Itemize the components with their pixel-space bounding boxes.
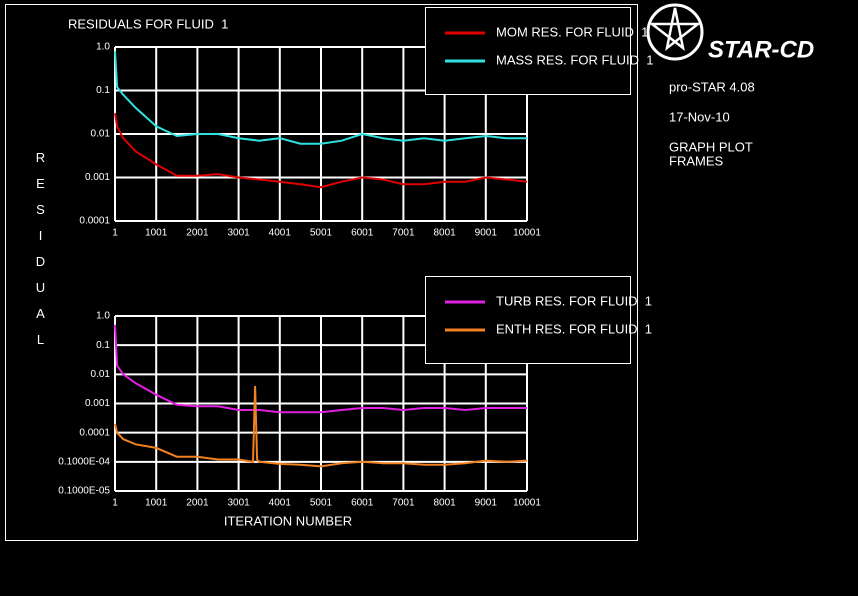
x-tick-label: 1001 <box>145 498 168 509</box>
series-line <box>114 113 528 189</box>
x-tick-label: 3001 <box>227 228 250 239</box>
info-text: GRAPH PLOT <box>669 139 753 154</box>
legend-label: MASS RES. FOR FLUID 1 <box>496 52 653 67</box>
x-tick-label: 2001 <box>186 498 209 509</box>
info-text: pro-STAR 4.08 <box>669 79 755 94</box>
x-tick-label: 10001 <box>513 498 541 509</box>
x-tick-label: 9001 <box>475 498 498 509</box>
chart-title: RESIDUALS FOR FLUID 1 <box>68 16 228 31</box>
y-tick-label: 0.01 <box>91 129 111 140</box>
y-tick-label: 0.0001 <box>79 427 110 438</box>
x-tick-label: 6001 <box>351 498 374 509</box>
legend-box <box>425 276 631 364</box>
y-tick-label: 1.0 <box>96 311 110 322</box>
x-tick-label: 3001 <box>227 498 250 509</box>
x-tick-label: 1001 <box>145 228 168 239</box>
series-line <box>114 385 528 468</box>
legend-box <box>425 7 631 95</box>
info-text: 17-Nov-10 <box>669 109 730 124</box>
x-tick-label: 10001 <box>513 228 541 239</box>
series-line <box>114 324 527 414</box>
legend-label: TURB RES. FOR FLUID 1 <box>496 293 652 308</box>
y-tick-label: 0.1000E-05 <box>58 486 110 497</box>
y-tick-label: 0.1 <box>96 85 110 96</box>
logo-text: STAR-CD <box>708 36 814 63</box>
x-tick-label: 4001 <box>269 228 292 239</box>
y-tick-label: 1.0 <box>96 42 110 53</box>
y-tick-label: 0.001 <box>85 172 110 183</box>
x-tick-label: 6001 <box>351 228 374 239</box>
info-text: FRAMES <box>669 153 724 168</box>
logo-icon <box>646 3 704 61</box>
y-tick-label: 0.0001 <box>79 216 110 227</box>
frame <box>5 4 638 541</box>
y-tick-label: 0.1000E-04 <box>58 456 110 467</box>
x-tick-label: 1 <box>112 498 118 509</box>
x-tick-label: 8001 <box>433 498 456 509</box>
y-tick-label: 0.01 <box>91 369 111 380</box>
x-tick-label: 9001 <box>475 228 498 239</box>
x-tick-label: 4001 <box>269 498 292 509</box>
x-axis-label: ITERATION NUMBER <box>224 513 352 528</box>
y-tick-label: 0.001 <box>85 398 110 409</box>
y-tick-label: 0.1 <box>96 340 110 351</box>
y-axis-label: RESIDUAL <box>33 150 48 358</box>
x-tick-label: 5001 <box>310 228 333 239</box>
x-tick-label: 7001 <box>392 498 415 509</box>
x-tick-label: 8001 <box>433 228 456 239</box>
series-line <box>114 51 527 145</box>
x-tick-label: 7001 <box>392 228 415 239</box>
x-tick-label: 5001 <box>310 498 333 509</box>
legend-label: MOM RES. FOR FLUID 1 <box>496 24 648 39</box>
x-tick-label: 1 <box>112 228 118 239</box>
legend-label: ENTH RES. FOR FLUID 1 <box>496 321 652 336</box>
x-tick-label: 2001 <box>186 228 209 239</box>
